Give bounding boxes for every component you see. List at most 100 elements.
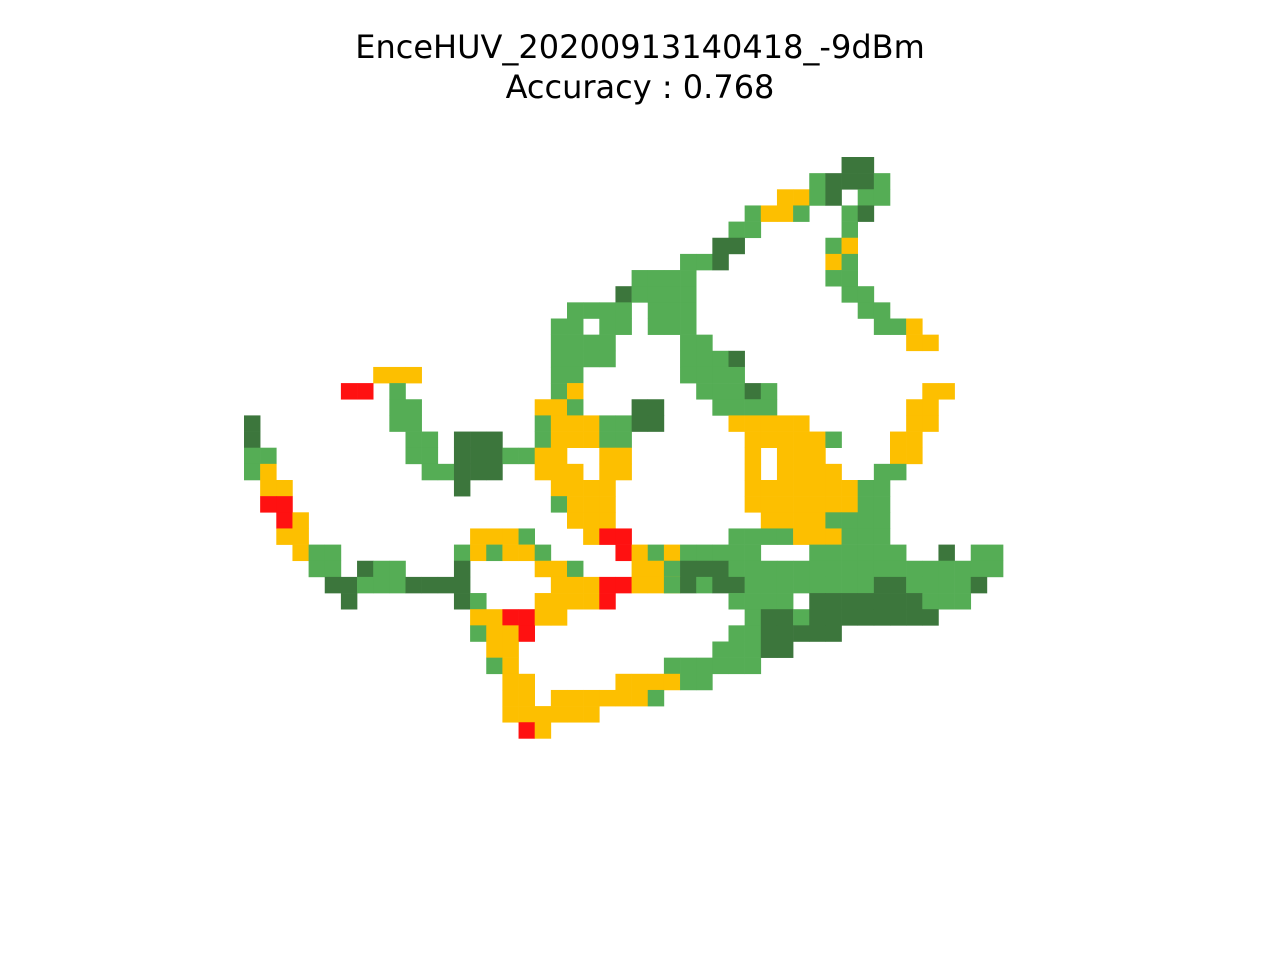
heatmap-cell [760, 528, 778, 545]
heatmap-cell [567, 512, 584, 529]
heatmap-cell [906, 415, 923, 432]
heatmap-cell [890, 544, 907, 562]
heatmap-cell [728, 528, 745, 545]
heatmap-cell [986, 560, 1004, 578]
heatmap-cell [825, 480, 842, 497]
heatmap-cell [841, 480, 858, 497]
heatmap-cell [389, 383, 406, 400]
heatmap-cell [744, 415, 762, 432]
heatmap-cell [825, 431, 842, 448]
heatmap-cell [809, 463, 826, 481]
heatmap-cell [873, 560, 891, 578]
heatmap-cell [841, 512, 858, 529]
heatmap-cell [599, 415, 616, 432]
heatmap-cell [728, 399, 745, 416]
heatmap-cell [244, 431, 261, 448]
heatmap-cell [567, 576, 584, 594]
heatmap-cell [518, 544, 535, 562]
heatmap-cell [890, 463, 907, 481]
heatmap-cell [567, 480, 584, 497]
heatmap-cell [857, 286, 875, 303]
heatmap-cell [793, 625, 810, 642]
heatmap-cell [437, 463, 455, 481]
heatmap-cell [583, 350, 600, 368]
heatmap-cell [776, 576, 794, 594]
heatmap-cell [970, 576, 988, 594]
heatmap-cell [873, 173, 891, 190]
heatmap-cell [292, 512, 309, 529]
heatmap-cell [324, 576, 342, 594]
heatmap-cell [825, 576, 842, 594]
heatmap-cell [857, 528, 875, 545]
heatmap-cell [599, 576, 616, 594]
heatmap-cell [453, 480, 471, 497]
heatmap-cell [244, 447, 261, 465]
heatmap-cell [890, 609, 907, 626]
heatmap-cell [680, 366, 697, 384]
heatmap-cell [841, 593, 858, 610]
heatmap-cell [550, 706, 568, 723]
heatmap-cell [906, 593, 923, 610]
heatmap-cell [599, 512, 616, 529]
heatmap-cell [841, 576, 858, 594]
heatmap-cell [550, 609, 568, 626]
heatmap-cell [615, 447, 632, 465]
heatmap-cell [793, 431, 810, 448]
heatmap-cell [760, 205, 778, 222]
heatmap-cell [809, 173, 826, 190]
heatmap-cell [760, 625, 778, 642]
heatmap-cell [405, 447, 422, 465]
heatmap-cell [599, 302, 616, 319]
heatmap-cell [550, 593, 568, 610]
heatmap-cell [970, 544, 988, 562]
heatmap-cell [534, 722, 552, 739]
heatmap-cell [938, 576, 955, 594]
heatmap-cell [728, 560, 745, 578]
heatmap-cell [534, 609, 552, 626]
heatmap-cell [486, 431, 503, 448]
heatmap-cell [728, 350, 745, 368]
heatmap-cell [567, 463, 584, 481]
heatmap-cell [873, 576, 891, 594]
heatmap-cell [793, 447, 810, 465]
heatmap-cell [760, 576, 778, 594]
heatmap-cell [599, 334, 616, 352]
heatmap-cell [825, 189, 842, 206]
heatmap-cell [599, 689, 616, 707]
heatmap-cell [567, 689, 584, 707]
heatmap-cell [631, 560, 649, 578]
heatmap-cell [890, 431, 907, 448]
heatmap-cell [453, 463, 471, 481]
heatmap-cell [954, 576, 972, 594]
heatmap-cell [405, 399, 422, 416]
heatmap-cell [825, 173, 842, 190]
heatmap-cell [244, 463, 261, 481]
heatmap-cell [776, 641, 794, 658]
heatmap-cell [357, 383, 374, 400]
heatmap-cell [776, 593, 794, 610]
heatmap-cell [922, 609, 939, 626]
heatmap-cell [534, 593, 552, 610]
heatmap-cell [518, 722, 535, 739]
heatmap-cell [502, 673, 519, 691]
heatmap-cell [453, 560, 471, 578]
heatmap-cell [599, 528, 616, 545]
heatmap-cell [486, 447, 503, 465]
heatmap-cell [502, 641, 519, 658]
heatmap-cell [857, 560, 875, 578]
heatmap-cell [534, 447, 552, 465]
heatmap-cell [857, 480, 875, 497]
heatmap-cell [518, 528, 535, 545]
heatmap-cell [744, 205, 762, 222]
heatmap-cell [728, 657, 745, 675]
heatmap-cell [583, 512, 600, 529]
heatmap-cell [744, 657, 762, 675]
heatmap-cell [567, 706, 584, 723]
heatmap-cell [534, 544, 552, 562]
heatmap-cell [841, 237, 858, 255]
heatmap-cell [583, 528, 600, 545]
heatmap-cell [793, 560, 810, 578]
heatmap-cell [502, 447, 519, 465]
heatmap-cell [663, 286, 681, 303]
